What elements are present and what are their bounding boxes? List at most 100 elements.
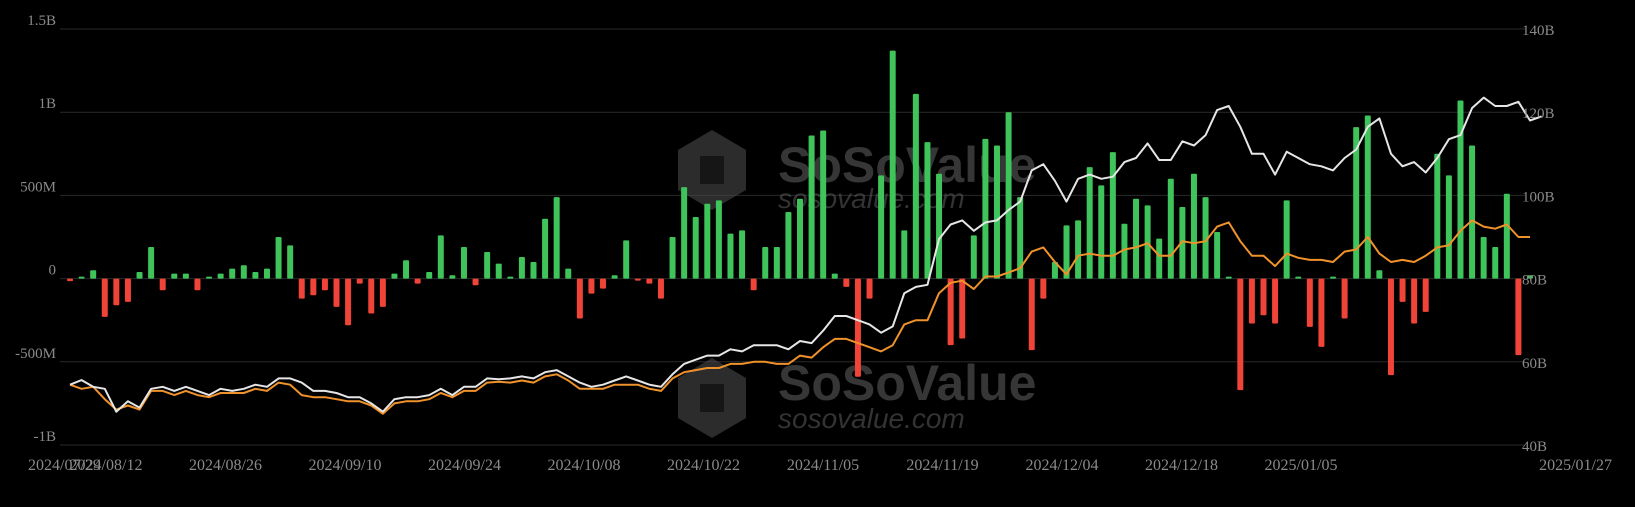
flow-bar: [403, 260, 410, 279]
flow-bar: [797, 198, 803, 279]
flow-bar: [820, 130, 827, 279]
flow-bar: [426, 271, 433, 279]
x-tick-label: 2024/11/05: [787, 457, 859, 474]
flow-bar: [762, 246, 769, 279]
flow-bar: [704, 203, 711, 279]
flow-bar: [831, 273, 838, 279]
right-tick-label: 40B: [1522, 439, 1547, 455]
flow-bar: [194, 278, 201, 291]
flow-bar: [113, 278, 120, 306]
flow-bar: [912, 93, 919, 279]
flow-bar: [1515, 278, 1522, 356]
x-tick-label: 2024/08/12: [70, 457, 143, 474]
flow-bar: [669, 237, 676, 279]
x-tick-label: 2025/01/27: [1539, 457, 1612, 474]
flow-bar: [148, 246, 155, 279]
left-tick-label: 1.5B: [27, 13, 56, 29]
flow-bar: [1202, 197, 1209, 279]
flow-bar: [553, 197, 560, 279]
x-tick-label: 2024/12/18: [1145, 457, 1218, 474]
orange-line: [69, 219, 1530, 415]
right-tick-label: 100B: [1522, 189, 1555, 205]
flow-bar: [947, 278, 954, 346]
flow-bar: [206, 276, 213, 279]
flow-bar: [101, 278, 108, 317]
flow-bar: [333, 278, 340, 307]
flow-bar: [785, 212, 792, 279]
flow-bar: [124, 278, 131, 302]
flow-bar: [275, 237, 282, 279]
flow-bar: [1248, 278, 1255, 324]
flow-bar: [518, 256, 525, 279]
flow-bar: [507, 276, 514, 279]
x-tick-label: 2024/09/10: [309, 457, 382, 474]
flow-bar: [1005, 112, 1012, 279]
flow-bar: [217, 273, 224, 279]
flow-bar: [67, 278, 73, 282]
flow-bar: [1422, 278, 1429, 312]
flow-bar: [460, 246, 467, 279]
flow-bar: [252, 271, 259, 279]
flow-bar: [542, 218, 549, 279]
white-line: [69, 96, 1542, 413]
flow-bar: [808, 135, 815, 279]
flow-bar: [623, 240, 630, 279]
flow-bar: [159, 278, 166, 291]
left-tick-label: 1B: [38, 96, 56, 112]
x-tick-label: 2024/10/22: [667, 457, 740, 474]
flow-bar: [1492, 246, 1499, 279]
flow-bar: [1480, 237, 1487, 279]
flow-bar: [970, 235, 977, 279]
flow-bar: [1109, 152, 1116, 279]
flow-bar: [936, 173, 943, 279]
flow-bar: [356, 278, 363, 284]
watermark-logo: [678, 130, 746, 210]
flow-bar: [530, 261, 537, 279]
flow-bar: [136, 271, 143, 279]
left-axis-ticks: 1.5B 1B 500M 0 -500M -1B: [15, 13, 56, 445]
flow-bar: [229, 268, 236, 279]
flow-bar: [1434, 153, 1441, 279]
flow-bar: [1225, 276, 1232, 279]
flow-bar: [240, 265, 247, 279]
right-tick-label: 60B: [1522, 356, 1547, 372]
flow-bar: [1121, 223, 1128, 279]
flow-bar: [959, 278, 966, 339]
flow-bar: [1330, 276, 1337, 279]
x-tick-label: 2024/07/29: [28, 457, 101, 474]
left-tick-label: -1B: [34, 429, 57, 445]
flow-bar: [1445, 175, 1452, 279]
x-tick-label: 2024/11/19: [906, 457, 978, 474]
flow-bar: [1376, 270, 1383, 279]
flow-bar: [90, 270, 97, 279]
flow-bar: [611, 275, 618, 279]
flow-bar: [866, 278, 873, 299]
flow-bar: [1040, 278, 1047, 299]
flow-bar: [1306, 278, 1313, 327]
right-tick-label: 140B: [1522, 23, 1555, 39]
flow-bar: [1190, 173, 1197, 279]
flow-bar: [993, 145, 1000, 279]
flow-bar: [1503, 193, 1510, 279]
flow-bar: [1075, 220, 1082, 279]
flow-bar: [1387, 278, 1394, 376]
x-tick-label: 2024/09/24: [428, 457, 501, 474]
flow-bar: [1098, 185, 1105, 279]
line-series: [69, 96, 1542, 415]
watermark-domain: sosovalue.com: [778, 403, 965, 434]
flow-bar: [310, 278, 317, 296]
flow-bar: [1272, 278, 1279, 324]
flow-bar: [1399, 278, 1406, 302]
flow-bar: [1469, 145, 1476, 279]
bar-series: [67, 50, 1533, 391]
flow-bar: [495, 263, 502, 279]
flow-bar: [321, 278, 328, 291]
flow-bar: [1364, 115, 1371, 279]
flow-bar: [854, 278, 861, 377]
flow-bar: [1295, 276, 1302, 279]
flow-bar: [727, 233, 734, 279]
flow-bar: [1318, 278, 1325, 347]
left-tick-label: -500M: [15, 346, 56, 362]
flow-bar: [889, 50, 896, 279]
